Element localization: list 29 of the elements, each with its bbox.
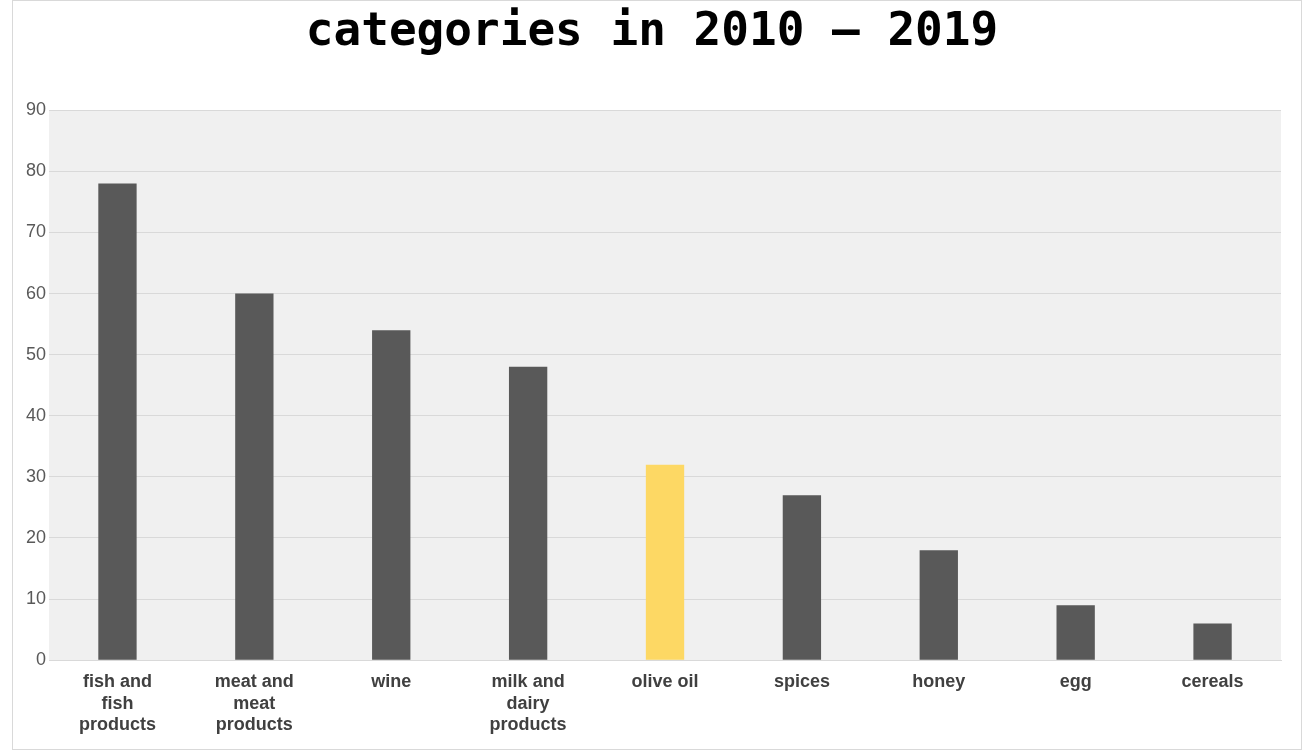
x-tick-label: meat and meat products — [214, 670, 294, 735]
bar — [508, 366, 548, 660]
x-tick-label: olive oil — [631, 670, 699, 691]
y-tick-label: 30 — [25, 465, 47, 486]
x-tick-label: egg — [1059, 670, 1092, 691]
x-tick-label: cereals — [1181, 670, 1244, 691]
y-tick-label: 20 — [25, 526, 47, 547]
x-tick-label: honey — [912, 670, 966, 691]
bar — [782, 495, 822, 660]
y-tick-label: 40 — [25, 404, 47, 425]
y-tick-label: 60 — [25, 282, 47, 303]
y-tick-label: 70 — [25, 221, 47, 242]
bar — [98, 183, 137, 660]
bar — [235, 293, 274, 660]
bar — [1056, 605, 1095, 660]
y-tick-label: 90 — [25, 99, 47, 120]
y-tick-label: 50 — [25, 343, 47, 364]
bar — [919, 550, 958, 660]
x-tick-label: fish and fish products — [78, 670, 156, 735]
x-tick-label: wine — [370, 670, 412, 691]
y-tick-label: 10 — [25, 588, 47, 609]
chart-title: categories in 2010 – 2019 — [305, 1, 999, 56]
x-tick-label: milk and dairy products — [489, 670, 567, 735]
bar — [645, 464, 685, 660]
y-tick-label: 80 — [25, 160, 47, 181]
x-tick-label: spices — [773, 670, 830, 691]
y-tick-label: 0 — [36, 649, 47, 670]
bar — [1193, 623, 1232, 660]
bar — [372, 330, 411, 660]
